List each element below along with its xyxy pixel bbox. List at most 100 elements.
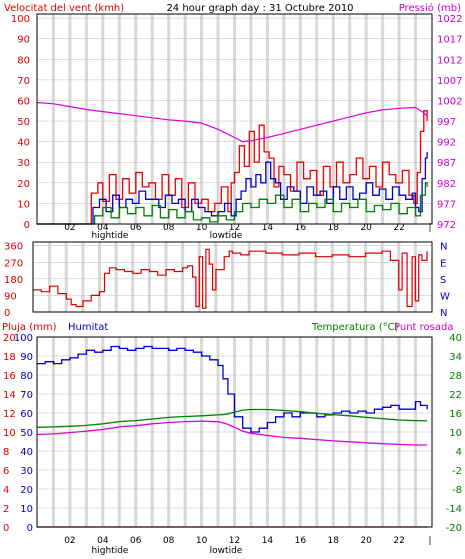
pressure-tick-labels: 972 977 982 987 992 997 1002 1007 1012 1017 1022 (437, 14, 462, 231)
direction-degree-tick-label: 270 (4, 258, 23, 269)
rain-axis-title: Pluja (mm) (2, 322, 57, 333)
x-tick-label: 04 (97, 536, 109, 546)
pressure-tick-label: 1007 (437, 76, 462, 87)
humidity-tick-label: 20 (20, 485, 33, 496)
pressure-axis-title: Pressió (mb) (399, 2, 461, 14)
x-tick-label: 14 (262, 536, 274, 546)
rain-tick-label: 6 (3, 466, 9, 477)
wind-speed-tick-label: 60 (17, 96, 30, 107)
temperature-tick-label: 10 (449, 428, 462, 439)
panel-wind-pressure: 0 10 20 30 40 50 60 70 80 90 100 972 977 982 987 992 99… (11, 13, 462, 241)
temperature-tick-label: 22 (449, 390, 462, 401)
pressure-tick-label: 1012 (437, 55, 462, 66)
panel2-series (33, 248, 428, 309)
x-tick-label: 04 (97, 223, 109, 233)
temperature-series (36, 408, 428, 428)
wind-speed-tick-label: 100 (11, 14, 30, 25)
panel1-series (36, 101, 428, 225)
temperature-tick-label: -8 (452, 485, 462, 496)
compass-label: S (440, 275, 446, 286)
x-tick-label: 08 (163, 223, 175, 233)
rain-tick-label: 4 (3, 485, 9, 496)
compass-label: N (440, 242, 447, 253)
temperature-tick-label: 40 (449, 333, 462, 344)
panel1-x-tick-labels: 02 04 06 08 10 12 14 16 18 20 22 | (64, 223, 431, 233)
direction-degree-tick-label: 90 (4, 291, 17, 302)
temperature-tick-labels: -20 -14 -8 -2 4 10 16 22 28 34 40 (446, 333, 462, 534)
panel3-x-tick-labels: 02 04 06 08 10 12 14 16 18 20 22 | (64, 536, 431, 546)
rain-tick-label: 16 (3, 371, 16, 382)
temperature-tick-label: 16 (449, 409, 462, 420)
wind-speed-tick-label: 10 (17, 199, 30, 210)
x-tick-label: 14 (262, 223, 274, 233)
humidity-tick-label: 0 (27, 523, 33, 534)
x-end-tick: | (428, 536, 431, 546)
humidity-tick-label: 60 (20, 409, 33, 420)
wind-speed-tick-label: 80 (17, 55, 30, 66)
x-end-tick: | (428, 223, 431, 233)
pressure-tick-label: 1002 (437, 96, 462, 107)
x-tick-label: 20 (360, 536, 372, 546)
wind-speed-tick-label: 20 (17, 179, 30, 190)
direction-degree-tick-label: 0 (4, 308, 10, 319)
wind_low-series (37, 182, 428, 225)
pressure-tick-label: 972 (437, 220, 456, 231)
humidity-tick-label: 40 (20, 447, 33, 458)
direction-degree-tick-labels: 0 90 180 270 360 (4, 242, 23, 319)
temperature-tick-label: 4 (456, 447, 462, 458)
x-tick-label: 02 (64, 536, 75, 546)
rain-tick-label: 12 (3, 409, 16, 420)
humidity-tick-label: 90 (20, 352, 33, 363)
x-tick-label: 12 (229, 536, 240, 546)
humidity-tick-label: 10 (20, 504, 33, 515)
graph-title: 24 hour graph day : 31 Octubre 2010 (166, 3, 353, 14)
x-tick-label: 22 (393, 536, 404, 546)
x-tick-label: 18 (328, 223, 340, 233)
temperature-tick-label: -2 (452, 466, 462, 477)
panel3-hightide-label: hightide (92, 546, 129, 556)
humidity-tick-label: 70 (20, 390, 33, 401)
pressure-tick-label: 1017 (437, 35, 462, 46)
dewpoint-axis-title: Punt rosada (394, 322, 453, 333)
humidity-axis-title: Humitat (68, 322, 108, 333)
humidity-series (37, 345, 428, 433)
x-tick-label: 22 (393, 223, 404, 233)
compass-label: W (440, 291, 450, 302)
wind-speed-tick-label: 0 (24, 220, 30, 231)
direction-degree-tick-label: 180 (4, 275, 23, 286)
wind-speed-tick-labels: 0 10 20 30 40 50 60 70 80 90 100 (11, 14, 30, 231)
temperature-axis-title: Temperatura (°C) (311, 322, 399, 333)
compass-label: E (440, 258, 446, 269)
direction-degree-tick-label: 360 (4, 242, 23, 253)
x-tick-label: 08 (163, 536, 175, 546)
wind-speed-axis-title: Velocitat del vent (kmh) (4, 3, 124, 14)
wind-speed-tick-label: 90 (17, 35, 30, 46)
rain-tick-label: 20 (3, 333, 16, 344)
rain-tick-label: 10 (3, 428, 16, 439)
rain-tick-label: 18 (3, 352, 16, 363)
rain-tick-label: 14 (3, 390, 16, 401)
panel2-frame (32, 241, 433, 313)
wind-speed-tick-label: 70 (17, 76, 30, 87)
x-tick-label: 02 (64, 223, 75, 233)
x-tick-label: 06 (130, 536, 142, 546)
x-tick-label: 10 (196, 223, 208, 233)
temperature-tick-label: 28 (449, 371, 462, 382)
pressure-tick-label: 1022 (437, 14, 462, 25)
x-tick-label: 10 (196, 536, 208, 546)
panel1-lowtide-label: lowtide (210, 231, 243, 241)
temperature-tick-label: -20 (446, 523, 462, 534)
pressure-series (36, 101, 428, 143)
direction-series (33, 248, 428, 309)
x-tick-label: 20 (360, 223, 372, 233)
panel1-frame (36, 13, 433, 225)
panel3-frame (36, 336, 433, 528)
temperature-tick-label: 34 (449, 352, 462, 363)
compass-label: N (440, 308, 447, 319)
wind-speed-tick-label: 50 (17, 117, 30, 128)
